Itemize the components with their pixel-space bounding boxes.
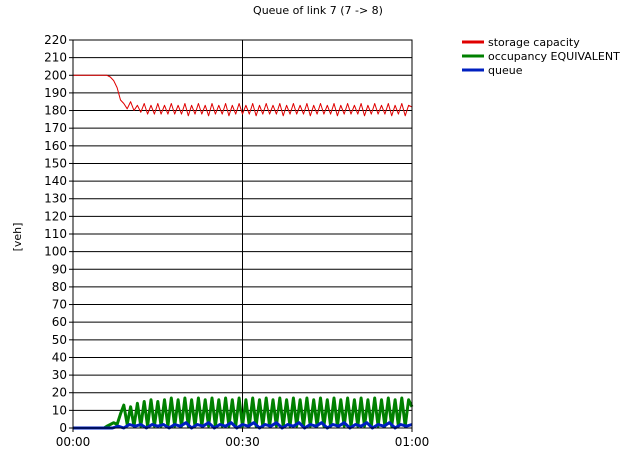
grid [73,39,412,429]
y-axis-ticks: 0 10 20 30 40 50 60 70 80 90 100 110 120 130 140 150 160… [44,33,73,435]
y-tick-label: 220 [44,33,67,47]
x-tick-label: 01:00 [395,435,430,449]
y-tick-label: 140 [44,174,67,188]
y-tick-label: 80 [52,280,67,294]
y-tick-label: 150 [44,156,67,170]
y-tick-label: 200 [44,68,67,82]
legend-label: storage capacity [488,36,580,49]
y-tick-label: 100 [44,245,67,259]
y-tick-label: 110 [44,227,67,241]
y-tick-label: 120 [44,209,67,223]
y-tick-label: 10 [52,403,67,417]
chart-title: Queue of link 7 (7 -> 8) [253,4,383,17]
y-tick-label: 30 [52,368,67,382]
x-tick-label: 00:30 [225,435,260,449]
legend-label: queue [488,64,523,77]
y-tick-label: 170 [44,121,67,135]
series-line-storage-capacity [73,74,413,117]
y-tick-label: 40 [52,350,67,364]
y-tick-label: 210 [44,51,67,65]
legend-label: occupancy EQUIVALENT [488,50,620,63]
x-tick-label: 00:00 [56,435,91,449]
y-axis-label: [veh] [11,223,24,252]
x-axis-ticks: 00:00 00:30 01:00 [56,428,430,449]
y-tick-label: 20 [52,386,67,400]
y-tick-label: 160 [44,139,67,153]
y-tick-label: 50 [52,333,67,347]
y-tick-label: 60 [52,315,67,329]
y-tick-label: 130 [44,192,67,206]
y-tick-label: 190 [44,86,67,100]
series-layer [73,74,414,430]
y-tick-label: 70 [52,298,67,312]
series-line-queue [73,421,413,430]
y-tick-label: 90 [52,262,67,276]
y-tick-label: 180 [44,104,67,118]
y-tick-label: 0 [59,421,67,435]
